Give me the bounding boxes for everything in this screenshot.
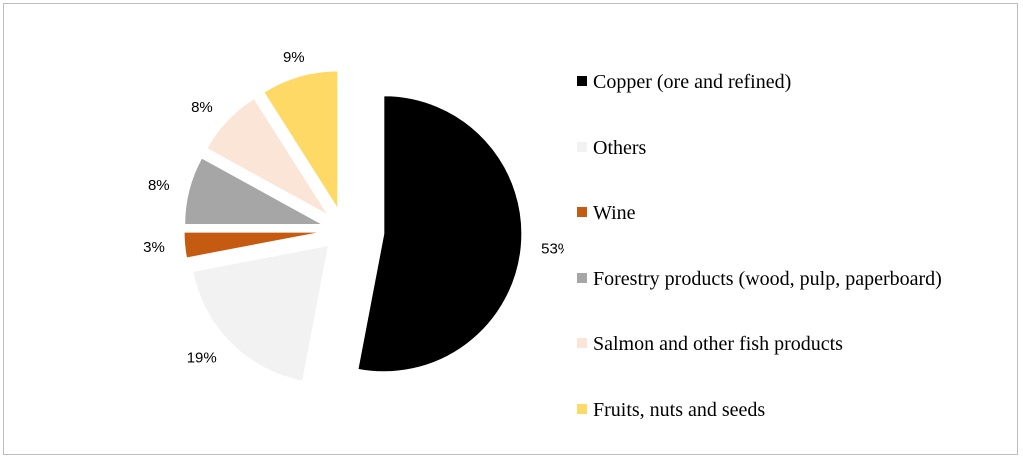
legend-item: Forestry products (wood, pulp, paperboar… bbox=[577, 267, 942, 291]
data-label: 53% bbox=[541, 241, 564, 258]
legend-label: Others bbox=[593, 136, 647, 159]
data-label: 8% bbox=[191, 99, 213, 116]
pie-slice-forestry-products-wood-pulp-paperboard bbox=[184, 157, 323, 226]
pie-slice-copper-ore-and-refined bbox=[357, 95, 523, 373]
chart-frame: 53% 19% 3% 8% 8% 9% Copper (ore and refined) O… bbox=[3, 3, 1018, 455]
legend-swatch bbox=[577, 141, 587, 152]
legend-item: Salmon and other fish products bbox=[577, 332, 843, 356]
pie-slice-fruits-nuts-and-seeds bbox=[263, 70, 339, 211]
pie-slice-others bbox=[192, 244, 330, 382]
legend-item: Others bbox=[577, 136, 646, 160]
legend-swatch bbox=[577, 338, 587, 349]
data-label: 19% bbox=[187, 349, 217, 366]
legend-item: Fruits, nuts and seeds bbox=[577, 398, 765, 422]
legend-swatch bbox=[577, 403, 587, 414]
legend-label: Salmon and other fish products bbox=[593, 333, 843, 355]
legend-swatch bbox=[577, 272, 587, 283]
pie-slice-wine bbox=[183, 231, 323, 259]
data-label: 9% bbox=[283, 49, 305, 66]
legend-label: Forestry products (wood, pulp, paperboar… bbox=[593, 267, 942, 290]
data-label: 8% bbox=[148, 177, 170, 194]
legend-item: Copper (ore and refined) bbox=[577, 70, 791, 94]
legend-label: Fruits, nuts and seeds bbox=[593, 398, 766, 421]
pie-slice-salmon-and-other-fish-products bbox=[206, 97, 329, 216]
legend-item: Wine bbox=[577, 201, 636, 225]
data-label: 3% bbox=[143, 239, 165, 256]
pie-chart: 53% 19% 3% 8% 8% 9% bbox=[143, 49, 564, 382]
legend-label: Copper (ore and refined) bbox=[593, 71, 792, 93]
legend-swatch bbox=[577, 207, 587, 218]
legend-swatch bbox=[577, 76, 587, 87]
legend-label: Wine bbox=[593, 202, 636, 224]
